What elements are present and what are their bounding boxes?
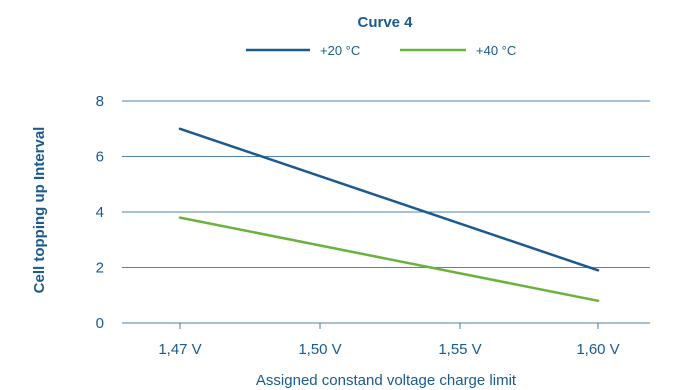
x-tick-label: 1,55 V: [438, 341, 481, 358]
x-tick-label: 1,60 V: [576, 341, 619, 358]
grid: [122, 100, 650, 329]
series-lines: [178, 127, 600, 303]
legend-label-1: +20 °C: [320, 43, 360, 58]
legend-label-2: +40 °C: [476, 43, 516, 58]
series-line-2: [178, 216, 600, 303]
y-tick-label: 0: [96, 315, 104, 332]
x-tick-label: 1,50 V: [298, 341, 341, 358]
chart-title: Curve 4: [357, 14, 413, 31]
y-tick-label: 2: [96, 260, 104, 277]
x-tick-labels: 1,47 V 1,50 V 1,55 V 1,60 V: [158, 341, 619, 358]
y-axis-label: Cell topping up Interval: [31, 127, 48, 294]
y-tick-label: 6: [96, 149, 104, 166]
x-tick-label: 1,47 V: [158, 341, 201, 358]
y-tick-label: 4: [96, 204, 104, 221]
y-tick-labels: 0 2 4 6 8: [96, 93, 104, 332]
series-line-1: [178, 127, 600, 272]
x-axis-label: Assigned constand voltage charge limit: [256, 372, 517, 389]
y-tick-label: 8: [96, 93, 104, 110]
legend: +20 °C +40 °C: [246, 43, 516, 58]
